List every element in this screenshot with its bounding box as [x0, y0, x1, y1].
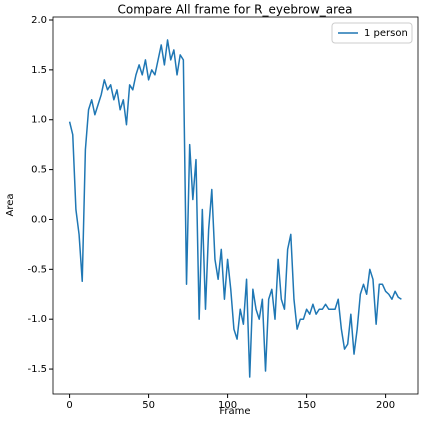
- y-tick-label: 1.0: [31, 115, 47, 126]
- legend-label: 1 person: [364, 28, 408, 39]
- x-tick-label: 100: [218, 400, 237, 411]
- y-tick-label: -0.5: [27, 264, 47, 275]
- y-tick-label: -1.5: [27, 364, 47, 375]
- x-tick-label: 150: [297, 400, 316, 411]
- y-tick-label: 0.0: [31, 214, 47, 225]
- y-tick-label: 1.5: [31, 65, 47, 76]
- x-axis-label: Frame: [219, 406, 250, 417]
- y-axis-label: Area: [5, 193, 16, 216]
- x-tick-label: 50: [142, 400, 155, 411]
- chart-title: Compare All frame for R_eyebrow_area: [117, 3, 352, 17]
- axes-frame: [52, 16, 419, 395]
- y-tick-label: 0.5: [31, 165, 47, 176]
- x-tick-label: 200: [376, 400, 395, 411]
- legend-box: [331, 22, 413, 44]
- x-tick-label: 0: [66, 400, 72, 411]
- line: [68, 39, 402, 378]
- y-tick-label: -1.0: [27, 314, 47, 325]
- y-tick-label: 2.0: [31, 15, 47, 26]
